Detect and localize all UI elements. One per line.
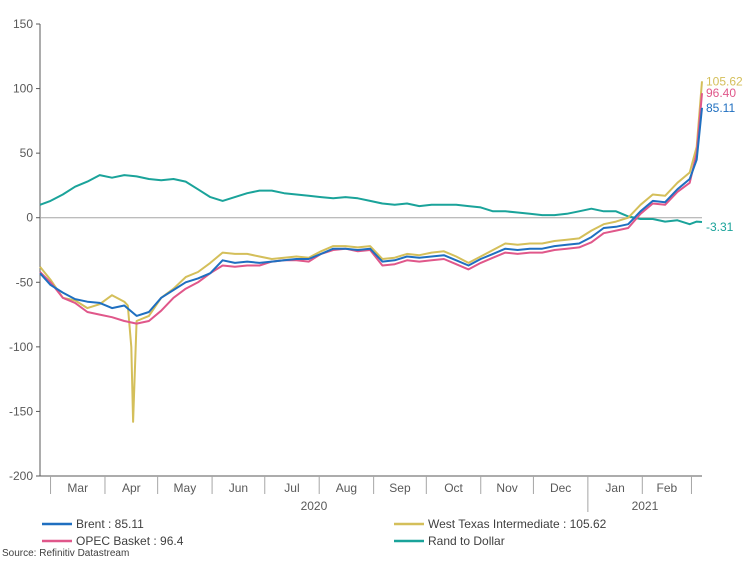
x-tick-label: Aug	[336, 481, 357, 495]
y-tick-label: -150	[9, 404, 33, 418]
x-tick-label: Apr	[122, 481, 141, 495]
x-tick-label: Feb	[657, 481, 678, 495]
series-line-2	[39, 81, 703, 423]
series-layer	[39, 81, 703, 423]
y-tick-label: -100	[9, 340, 33, 354]
y-axis: 150 100 50 0 -50 -100 -150 -200	[9, 17, 702, 483]
legend: Brent : 85.11 West Texas Intermediate : 1…	[42, 517, 607, 548]
legend-label: West Texas Intermediate : 105.62	[428, 517, 607, 531]
y-tick-label: -200	[9, 469, 33, 483]
y-tick-label: -50	[16, 275, 34, 289]
legend-label: Rand to Dollar	[428, 534, 505, 548]
x-tick-label: Jun	[229, 481, 248, 495]
year-label: 2020	[301, 499, 328, 513]
y-tick-label: 0	[26, 211, 33, 225]
x-tick-label: Jul	[284, 481, 299, 495]
x-tick-label: Dec	[550, 481, 571, 495]
x-tick-label: May	[174, 481, 197, 495]
x-tick-label: Jan	[605, 481, 624, 495]
x-tick-label: Nov	[496, 481, 517, 495]
series-line-0	[39, 107, 703, 317]
y-tick-label: 100	[13, 82, 33, 96]
x-axis: Mar Apr May Jun Jul Aug Sep Oct Nov Dec Jan Feb 2020…	[40, 475, 702, 513]
end-label-0: 85.11	[706, 101, 735, 115]
year-label: 2021	[632, 499, 659, 513]
x-tick-label: Mar	[67, 481, 88, 495]
y-tick-label: 150	[13, 17, 33, 31]
series-line-3	[39, 174, 703, 226]
x-tick-label: Sep	[389, 481, 411, 495]
source-note: Source: Refinitiv Datastream	[2, 548, 129, 559]
legend-label: Brent : 85.11	[76, 517, 144, 531]
series-line-1	[39, 93, 703, 325]
y-tick-label: 50	[20, 146, 34, 160]
legend-label: OPEC Basket : 96.4	[76, 534, 184, 548]
end-label-1: 96.40	[706, 86, 736, 100]
end-label-2: 105.62	[706, 74, 743, 88]
x-tick-label: Oct	[444, 481, 463, 495]
end-label-3: -3.31	[706, 220, 734, 234]
